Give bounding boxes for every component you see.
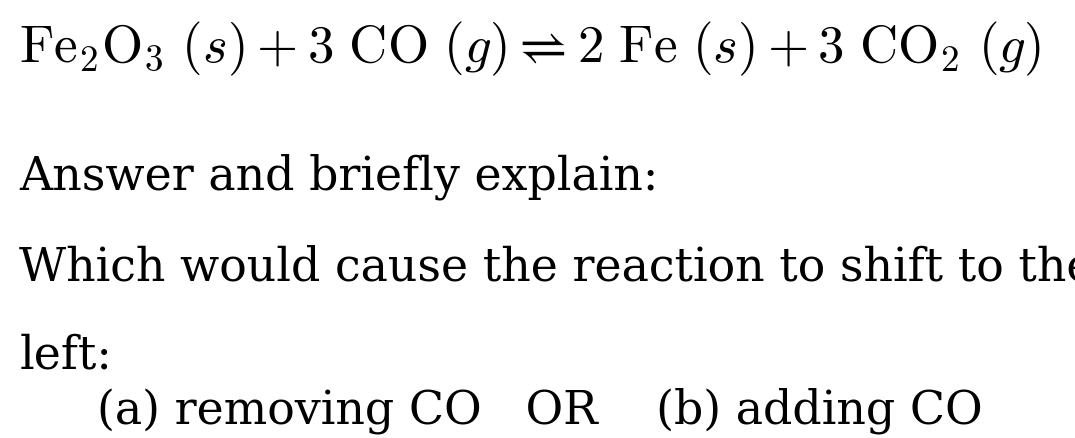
Text: left:: left: xyxy=(19,333,112,378)
Text: (a) removing CO   OR    (b) adding CO: (a) removing CO OR (b) adding CO xyxy=(97,388,983,434)
Text: Answer and briefly explain:: Answer and briefly explain: xyxy=(19,153,659,200)
Text: $\mathrm{Fe_2O_3\ (\mathit{s}) + 3\ CO\ (\mathit{g}) \rightleftharpoons 2\ Fe\ (: $\mathrm{Fe_2O_3\ (\mathit{s}) + 3\ CO\ … xyxy=(19,20,1042,78)
Text: Which would cause the reaction to shift to the: Which would cause the reaction to shift … xyxy=(19,245,1075,290)
